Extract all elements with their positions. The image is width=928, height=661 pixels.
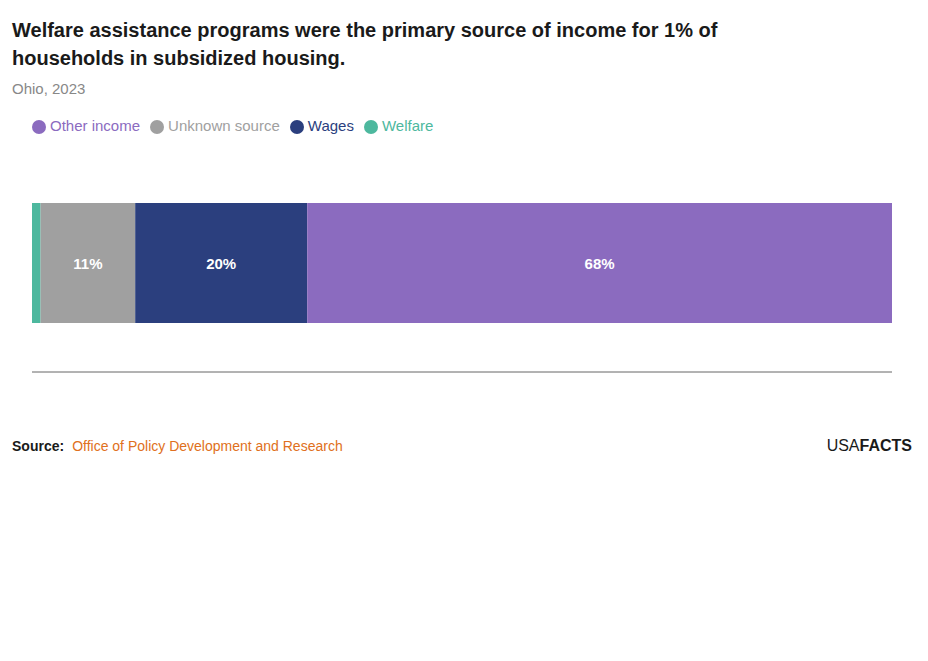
html-text:Office of Policy Development a: Office of Policy Development and Researc… (72, 438, 343, 454)
html-text:households in subsidized housi: households in subsidized housing. (12, 47, 346, 69)
html-text:Ohio, 2023: Ohio, 2023 (12, 80, 86, 97)
html-text:Welfare: Welfare (381, 117, 434, 134)
html-text:USA FACTS: USA FACTS (826, 437, 912, 454)
html-text:Welfare assistance programs we: Welfare assistance programs were the pri… (12, 19, 718, 41)
html-text:Other income: Other income (50, 117, 140, 134)
html-text:Unknown source: Unknown source (168, 117, 280, 134)
svg-text:20%: 20% (206, 255, 236, 272)
svg-text:11%: 11% (73, 255, 102, 272)
html-text:Source:: Source: (12, 438, 65, 454)
svg-text:68%: 68% (585, 255, 615, 272)
html-text:Wages: Wages (307, 117, 354, 134)
